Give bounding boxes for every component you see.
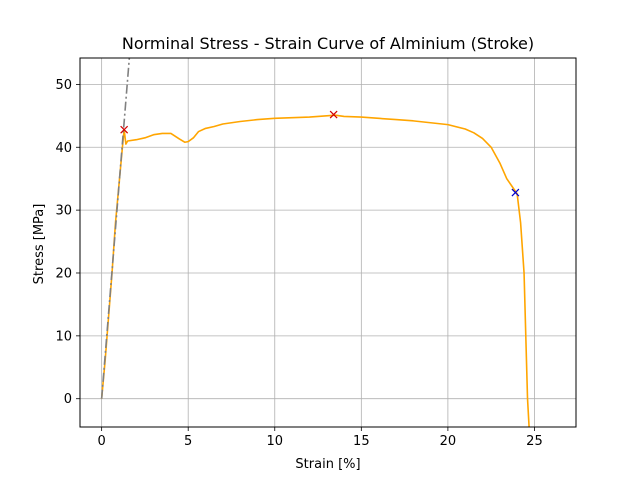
y-tick-label: 30 (55, 204, 72, 219)
y-axis: 0 10 20 30 40 50 (55, 78, 80, 407)
y-tick-label: 20 (55, 266, 72, 281)
x-tick-label: 20 (440, 434, 457, 449)
x-tick-label: 25 (526, 434, 543, 449)
grid-lines (80, 58, 576, 427)
chart-title: Norminal Stress - Strain Curve of Almini… (122, 34, 534, 53)
y-tick-label: 50 (55, 78, 72, 93)
y-axis-label: Stress [MPa] (32, 204, 47, 285)
x-axis-label: Strain [%] (295, 457, 360, 472)
plot-area (100, 58, 530, 427)
y-tick-label: 40 (55, 141, 72, 156)
axes-frame (79, 57, 577, 428)
x-tick-label: 0 (97, 434, 105, 449)
x-tick-label: 15 (353, 434, 370, 449)
point-marker (329, 110, 338, 119)
y-tick-label: 10 (55, 329, 72, 344)
x-tick-label: 10 (266, 434, 283, 449)
point-marker (120, 125, 129, 134)
elastic-fit-line (100, 58, 131, 399)
series-group (100, 58, 530, 427)
point-marker (511, 188, 520, 197)
x-tick-label: 5 (184, 434, 192, 449)
stress-strain-line (100, 114, 530, 427)
x-axis: 0 5 10 15 20 25 (97, 427, 543, 449)
y-tick-label: 0 (64, 392, 72, 407)
